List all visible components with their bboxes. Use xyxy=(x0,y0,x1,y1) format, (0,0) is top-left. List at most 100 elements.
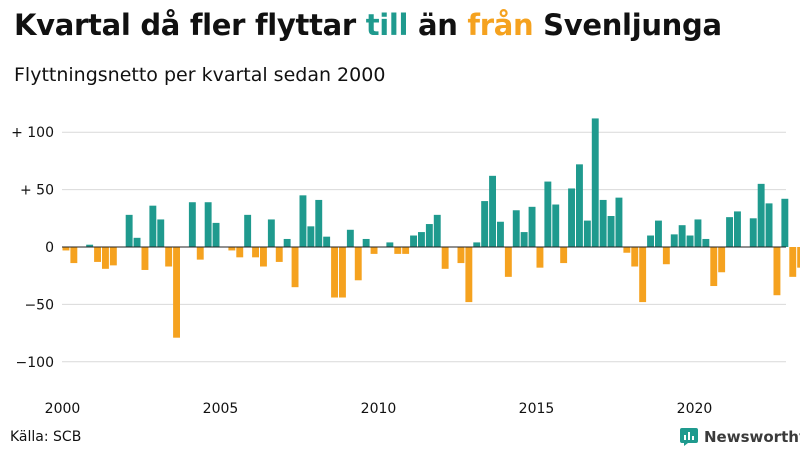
bar-negative xyxy=(623,247,631,253)
bar-positive xyxy=(323,236,331,247)
bar-positive xyxy=(425,224,433,247)
chart-subtitle: Flyttningsnetto per kvartal sedan 2000 xyxy=(14,64,386,86)
bar-positive xyxy=(86,244,94,247)
bar-chart-logo-icon xyxy=(680,428,698,446)
bar-negative xyxy=(331,247,338,298)
bar-positive xyxy=(133,237,141,247)
bar-positive xyxy=(765,203,773,247)
bar-positive xyxy=(757,183,765,247)
bar-positive xyxy=(497,221,504,247)
bar-positive xyxy=(528,206,536,247)
bar-negative xyxy=(236,247,244,258)
bar-negative xyxy=(165,247,173,267)
bar-positive xyxy=(552,204,560,247)
y-tick-label: −50 xyxy=(24,297,54,313)
bar-positive xyxy=(489,175,496,247)
bar-positive xyxy=(781,198,789,247)
bar-positive xyxy=(591,118,599,247)
x-tick-label: 2010 xyxy=(361,401,397,417)
bar-negative xyxy=(62,247,70,251)
title-prefix: Kvartal då fler flyttar xyxy=(14,8,366,42)
bar-negative xyxy=(228,247,236,251)
newsworthy-logo: Newsworthy xyxy=(679,427,800,447)
bar-negative xyxy=(504,247,512,277)
bar-negative xyxy=(402,247,410,254)
bar-negative xyxy=(718,247,726,273)
bar-positive xyxy=(615,197,623,247)
bar-positive xyxy=(283,238,291,247)
y-tick-label: 0 xyxy=(45,240,54,256)
bar-negative xyxy=(560,247,568,264)
bar-positive xyxy=(157,219,165,247)
bar-negative xyxy=(109,247,117,266)
bar-negative xyxy=(662,247,670,265)
bar-negative xyxy=(536,247,544,268)
source-note: Källa: SCB xyxy=(10,429,82,445)
bar-negative xyxy=(639,247,647,303)
bar-positive xyxy=(386,242,394,247)
axis-layer: + 100 + 50 0 −50 −100 2000 2005 2010 2015 2020 xyxy=(11,125,786,417)
bar-negative xyxy=(394,247,402,254)
bar-positive xyxy=(686,235,694,247)
title-till-word: till xyxy=(365,8,409,42)
bar-positive xyxy=(568,188,575,247)
bar-positive xyxy=(299,195,307,247)
bar-positive xyxy=(362,238,370,247)
bar-positive xyxy=(473,242,481,247)
bar-negative xyxy=(773,247,781,296)
bar-positive xyxy=(655,220,662,247)
bar-positive xyxy=(749,218,757,247)
bar-negative xyxy=(94,247,101,262)
bar-positive xyxy=(599,199,607,247)
bar-positive xyxy=(315,199,323,247)
bar-positive xyxy=(188,202,196,247)
bar-positive xyxy=(307,226,315,247)
bar-negative xyxy=(275,247,283,262)
bar-negative xyxy=(196,247,204,260)
bar-negative xyxy=(70,247,78,264)
bar-positive xyxy=(670,234,678,247)
chart-title: Kvartal då fler flyttar till än från Sve… xyxy=(14,8,722,42)
title-middle: än xyxy=(408,8,468,42)
bar-positive xyxy=(647,235,654,247)
bar-negative xyxy=(173,247,180,338)
bar-negative xyxy=(370,247,378,254)
bar-positive xyxy=(734,211,741,247)
bar-positive xyxy=(125,214,133,247)
y-tick-label: + 50 xyxy=(20,183,54,199)
bar-negative xyxy=(252,247,259,258)
bar-positive xyxy=(204,202,212,247)
bar-positive xyxy=(694,219,702,247)
bar-negative xyxy=(457,247,465,264)
bar-positive xyxy=(678,225,686,247)
bar-negative xyxy=(260,247,267,267)
bar-positive xyxy=(212,222,220,247)
bar-negative xyxy=(465,247,473,303)
bar-positive xyxy=(512,210,520,247)
bar-negative xyxy=(102,247,109,269)
bar-negative xyxy=(339,247,346,298)
x-tick-label: 2020 xyxy=(677,401,713,417)
bar-positive xyxy=(583,220,591,247)
bar-negative xyxy=(291,247,299,288)
bar-positive xyxy=(702,238,710,247)
y-tick-label: + 100 xyxy=(11,125,54,141)
bar-positive xyxy=(726,217,733,247)
x-tick-label: 2005 xyxy=(203,401,239,417)
bar-positive xyxy=(433,214,441,247)
bar-positive xyxy=(346,229,354,247)
bar-negative xyxy=(354,247,362,281)
grid-layer xyxy=(62,131,786,363)
bar-negative xyxy=(141,247,149,270)
bar-positive xyxy=(576,164,583,247)
bar-negative xyxy=(631,247,639,267)
bar-positive xyxy=(544,181,552,247)
bar-positive xyxy=(607,216,615,247)
bar-positive xyxy=(244,214,252,247)
x-tick-label: 2015 xyxy=(519,401,555,417)
x-tick-label: 2000 xyxy=(45,401,81,417)
bar-positive xyxy=(149,205,157,247)
title-fran-word: från xyxy=(467,8,534,42)
bar-negative xyxy=(789,247,797,277)
brand-name: Newsworthy xyxy=(704,428,800,446)
